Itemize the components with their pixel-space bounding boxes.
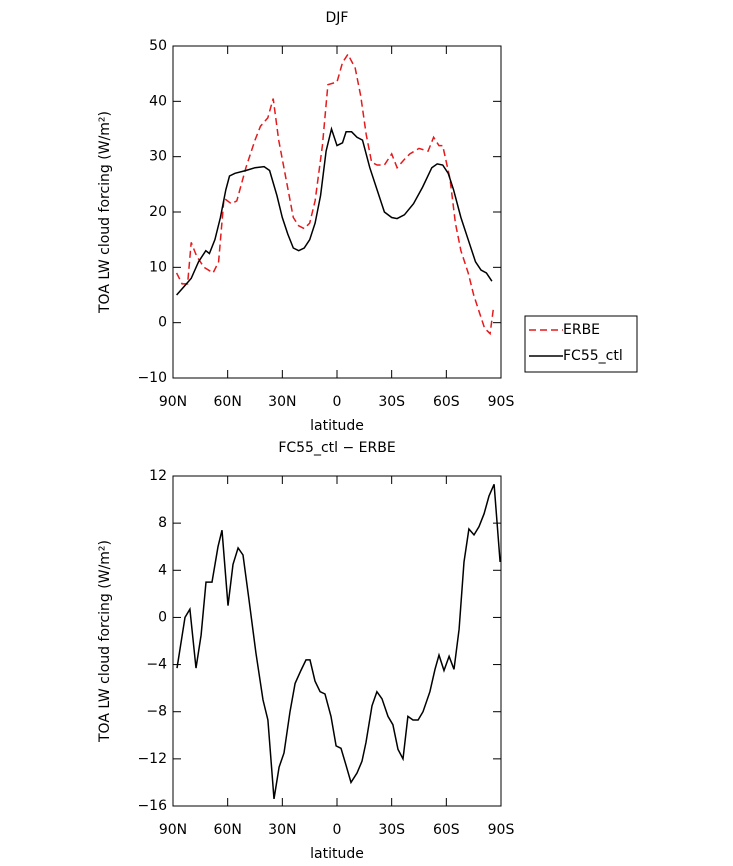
y-axis-label: TOA LW cloud forcing (W/m²) [97,540,113,743]
chart-title: FC55_ctl − ERBE [278,440,395,456]
x-tick-label: 60N [214,822,242,838]
x-tick-label: 90N [159,394,187,410]
y-tick-label: 50 [149,38,167,54]
x-tick-label: 90S [488,822,515,838]
x-axis-label: latitude [310,418,364,434]
y-tick-label: 12 [149,468,167,484]
x-tick-label: 0 [333,822,342,838]
legend-label: ERBE [563,322,600,338]
y-tick-label: −8 [146,704,167,720]
y-tick-label: −16 [137,798,167,814]
data-line [176,484,501,800]
x-tick-label: 0 [333,394,342,410]
x-tick-label: 60N [214,394,242,410]
x-tick-label: 30N [268,394,296,410]
y-tick-label: −4 [146,657,167,673]
data-line [176,126,493,296]
y-tick-label: 30 [149,149,167,165]
y-tick-label: 20 [149,204,167,220]
y-tick-label: 0 [158,609,167,625]
y-tick-label: 10 [149,259,167,275]
legend-label: FC55_ctl [563,348,623,364]
y-tick-label: 40 [149,93,167,109]
data-line [175,52,495,336]
legend-box [524,315,638,373]
y-tick-label: −10 [137,370,167,386]
x-tick-label: 90S [488,394,515,410]
x-tick-label: 30S [378,394,405,410]
x-tick-label: 60S [433,822,460,838]
y-tick-label: −12 [137,751,167,767]
y-tick-label: 4 [158,562,167,578]
y-tick-label: 8 [158,515,167,531]
y-axis-label: TOA LW cloud forcing (W/m²) [97,111,113,314]
x-tick-label: 30N [268,822,296,838]
chart-title: DJF [326,10,349,26]
plot-frame [172,45,502,379]
x-axis-label: latitude [310,846,364,862]
plot-frame [172,475,502,807]
y-tick-label: 0 [158,315,167,331]
x-tick-label: 90N [159,822,187,838]
x-tick-label: 30S [378,822,405,838]
x-tick-label: 60S [433,394,460,410]
